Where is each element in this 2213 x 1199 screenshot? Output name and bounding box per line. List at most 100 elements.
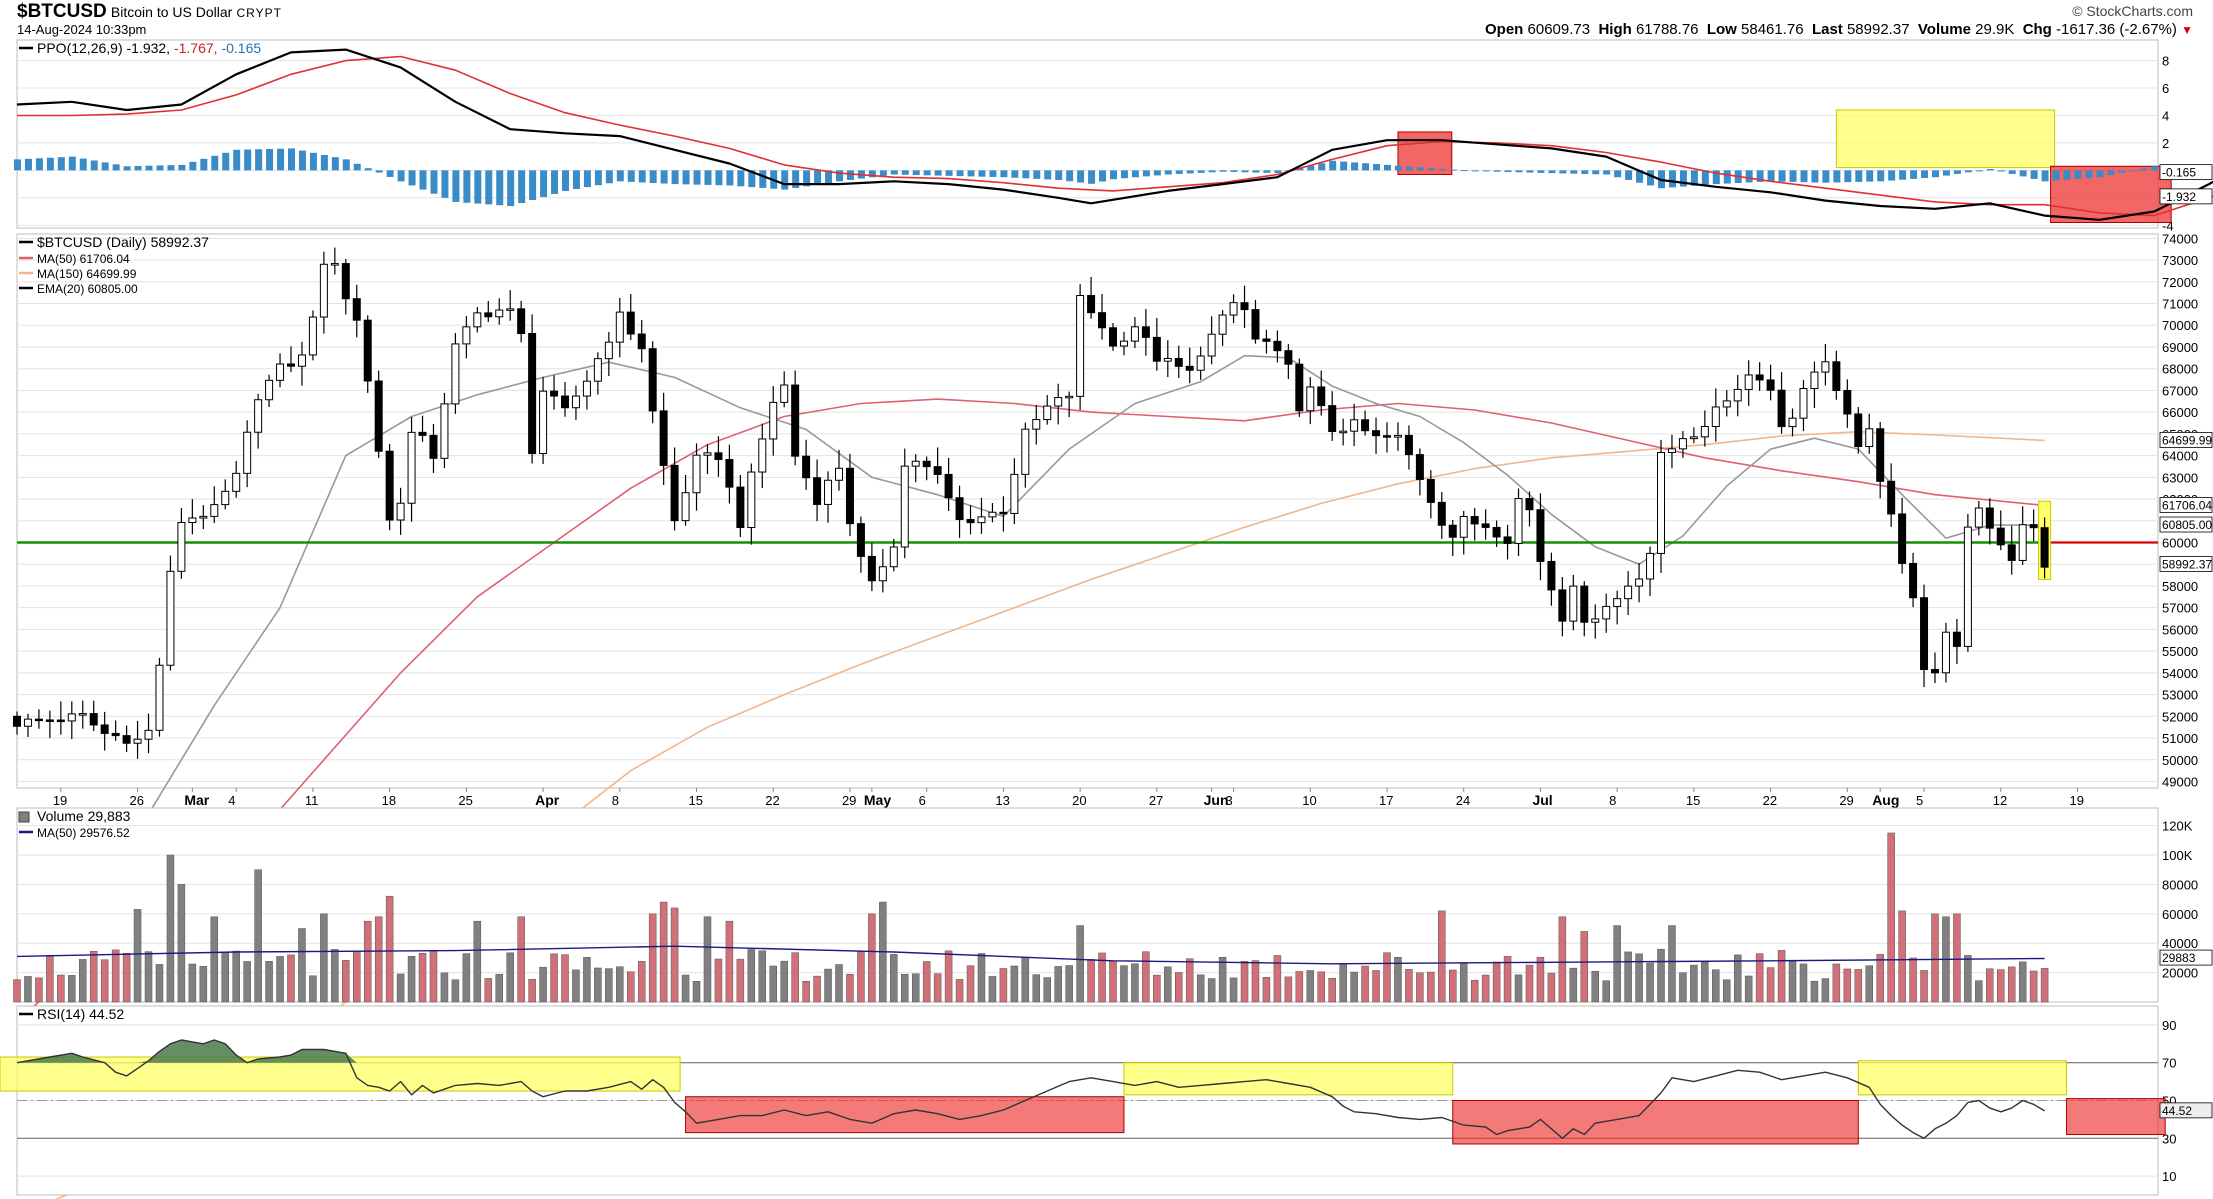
volume-bar-down: [89, 951, 98, 1003]
ppo-histogram-bar: [1756, 170, 1764, 182]
candle-down: [1766, 379, 1775, 391]
candle-up: [506, 308, 515, 311]
ppo-histogram-bar: [134, 165, 142, 171]
candle-up: [758, 438, 767, 473]
ppo-hist-right-label: -0.165: [2162, 166, 2196, 180]
change-value: -1617.36 (-2.67%): [2056, 21, 2177, 38]
price-tick-label: 69000: [2162, 340, 2198, 355]
candle-down: [89, 713, 98, 726]
volume-bar-down: [528, 978, 536, 1003]
candle-up: [1865, 428, 1874, 448]
ppo-histogram-bar: [1044, 170, 1052, 180]
ppo-histogram-bar: [836, 170, 843, 182]
ppo-histogram-bar: [68, 156, 76, 171]
volume-bar-down: [1416, 972, 1424, 1003]
volume-bar-up: [1646, 962, 1654, 1003]
candle-up: [1339, 430, 1348, 434]
candle-down: [1470, 516, 1479, 525]
candle-down: [13, 715, 21, 727]
date-tick-label: 19: [2069, 793, 2083, 808]
ppo-histogram-bar: [1329, 160, 1337, 171]
volume-bar-down: [714, 958, 723, 1003]
rsi-highlight-yellow: [0, 1056, 681, 1092]
candle-up: [1569, 585, 1578, 622]
ppo-histogram-bar: [989, 170, 997, 177]
ppo-histogram-bar: [101, 162, 109, 171]
volume-bar-down: [1284, 976, 1293, 1003]
volume-bar-up: [539, 966, 547, 1003]
candle-up: [1941, 631, 1950, 674]
volume-bar-up: [1690, 964, 1698, 1003]
volume-bar-down: [1383, 952, 1391, 1003]
candle-down: [1777, 389, 1786, 428]
volume-bar-down: [1832, 963, 1841, 1003]
ppo-histogram-bar: [901, 170, 909, 175]
candle-up: [1613, 598, 1622, 607]
ppo-histogram-bar: [1307, 165, 1315, 171]
ppo-histogram-bar: [1110, 170, 1117, 180]
ppo-histogram-bar: [1405, 166, 1413, 171]
volume-bar-down: [1953, 913, 1961, 1003]
volume-bar-up: [1218, 957, 1227, 1003]
ppo-right-label-box: [2159, 188, 2213, 205]
volume-bar-up: [1164, 966, 1172, 1003]
candle-down: [856, 523, 865, 557]
volume-bar-down: [1470, 979, 1479, 1003]
volume-tick-label: 20000: [2162, 966, 2198, 981]
candle-down: [670, 464, 679, 522]
candle-down: [714, 452, 723, 461]
volume-bar-down: [1536, 956, 1545, 1003]
volume-bar-down: [1175, 972, 1183, 1003]
volume-bar-down: [1547, 972, 1556, 1003]
open-value: 60609.73: [1527, 21, 1591, 38]
candle-up: [1306, 386, 1315, 412]
ma50-right-label-box: [2159, 497, 2213, 513]
candle-down: [1898, 513, 1907, 564]
volume-bar-down: [933, 973, 942, 1003]
candle-up: [747, 471, 756, 528]
ppo-histogram-bar: [1438, 168, 1446, 171]
volume-bar-down: [813, 975, 821, 1003]
ppo-histogram-bar: [1855, 170, 1863, 182]
candle-up: [276, 363, 285, 381]
volume-bar-down: [1262, 977, 1271, 1003]
price-tick-label: 57000: [2162, 601, 2198, 616]
candle-down: [933, 466, 942, 475]
volume-bar-up: [1865, 965, 1873, 1003]
ppo-histogram-bar: [1822, 170, 1830, 183]
volume-bar-up: [320, 913, 328, 1003]
volume-bar-down: [385, 895, 394, 1003]
candle-down: [363, 319, 372, 382]
candle-down: [1481, 523, 1490, 528]
ppo-histogram-bar: [364, 168, 372, 171]
price-legend: $BTCUSD (Daily) 58992.37: [37, 234, 209, 250]
candle-down: [736, 486, 745, 528]
ppo-histogram-bar: [583, 170, 591, 188]
volume-bar-up: [1043, 977, 1051, 1003]
candle-down: [648, 348, 657, 412]
ppo-histogram-bar: [2140, 168, 2148, 171]
candle-down: [1985, 507, 1994, 529]
ppo-histogram-bar: [1614, 170, 1622, 178]
ppo-histogram-bar: [1603, 170, 1611, 175]
candle-up: [1602, 605, 1611, 620]
volume-bar-up: [133, 909, 142, 1003]
ppo-histogram-bar: [386, 170, 394, 177]
ppo-right-label: -1.932: [2162, 190, 2196, 204]
volume-bar-up: [1394, 956, 1402, 1003]
volume-right-label-box: [2159, 949, 2213, 966]
date-tick-label: 6: [919, 793, 926, 808]
ppo-histogram-bar: [2085, 170, 2093, 179]
candle-up: [988, 511, 997, 518]
ppo-histogram-bar: [1548, 170, 1556, 174]
candle-down: [791, 384, 800, 457]
candle-down: [385, 450, 394, 521]
candle-down: [659, 410, 668, 466]
date-tick-label: 12: [1993, 793, 2007, 808]
price-panel: [16, 233, 2159, 789]
volume-bar-down: [736, 958, 745, 1003]
ppo-histogram-bar: [638, 170, 646, 183]
volume-bar-up: [890, 954, 898, 1003]
volume-bar-up: [462, 953, 471, 1003]
ppo-signal-line: [17, 55, 2213, 217]
